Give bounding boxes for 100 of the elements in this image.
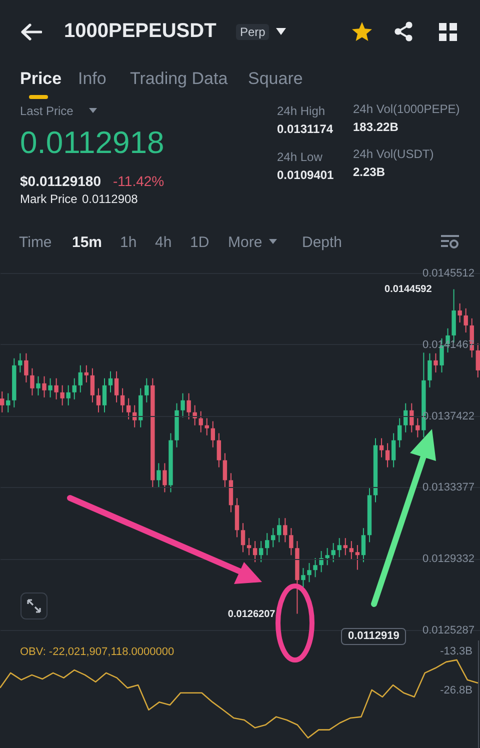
candlestick (416, 418, 420, 438)
text: 24h High (277, 104, 326, 118)
candlestick (108, 370, 113, 393)
annotation: 0.0112919 (341, 628, 406, 645)
y-tick-label: 0.0141467 (422, 338, 474, 351)
text: 4h (155, 234, 172, 251)
candlestick (434, 352, 438, 373)
candlestick (301, 568, 306, 588)
text: Trading Data (130, 69, 228, 88)
y-tick-label: 0.0129332 (422, 553, 474, 566)
y-tick-label: -26.8B (440, 684, 472, 696)
candlestick (258, 540, 264, 563)
text: 1h (120, 234, 137, 251)
text: 2.23B (353, 165, 386, 179)
candlestick (210, 420, 216, 448)
text: 1D (190, 234, 210, 251)
candlestick (361, 528, 366, 563)
text: Time (19, 234, 52, 251)
candlestick (114, 370, 119, 403)
candlestick (78, 364, 83, 393)
annotation: OBV: -22,021,907,118.0000000 (20, 646, 174, 658)
candlestick (66, 384, 70, 406)
y-tick-label: -13.3B (440, 645, 472, 658)
candlestick (162, 462, 167, 493)
text: 0.0112908 (82, 192, 138, 206)
candlestick (120, 388, 125, 413)
candlestick (379, 438, 384, 458)
text: 0.0112918 (20, 125, 164, 160)
text: 0.0131174 (277, 122, 334, 136)
text: -11.42% (113, 173, 164, 189)
text: Depth (302, 234, 342, 251)
annotation: 0.0126207 (228, 608, 276, 620)
text: Mark Price (20, 192, 78, 206)
candlestick (6, 392, 10, 413)
candlestick (319, 550, 324, 573)
candlestick (60, 384, 64, 406)
candlestick (349, 540, 354, 560)
y-tick-label: 0.0133377 (422, 482, 474, 494)
candlestick (391, 432, 396, 468)
candlestick (156, 462, 161, 488)
y-tick-label: 0.0125287 (422, 624, 474, 636)
candlestick (331, 542, 336, 563)
candlestick (397, 418, 402, 448)
y-tick-label: 0.0145512 (422, 268, 474, 280)
candlestick (186, 392, 191, 420)
text: Info (78, 69, 106, 88)
candlestick (96, 388, 101, 413)
text: 183.22B (353, 120, 398, 134)
text: More (228, 234, 262, 251)
text: Price (20, 69, 62, 88)
candlestick (458, 302, 462, 324)
candlestick (0, 390, 4, 413)
line-series (0, 659, 479, 739)
candlestick (264, 532, 270, 556)
candlestick (313, 558, 318, 578)
text: Square (248, 69, 303, 88)
text: 24h Vol(USDT) (353, 147, 434, 161)
candlestick (343, 538, 348, 556)
annotation: 0.0144592 (384, 284, 432, 296)
candlestick (102, 378, 107, 413)
candlestick (216, 432, 222, 468)
candlestick (252, 540, 258, 563)
candlestick (464, 308, 468, 334)
candlestick (90, 368, 95, 403)
text: 24h Low (277, 150, 322, 164)
candlestick (222, 452, 228, 488)
candlestick (24, 352, 28, 383)
text: 24h Vol(1000PEPE) (353, 102, 460, 116)
candlestick (72, 378, 76, 400)
candlestick (410, 402, 414, 433)
candlestick (428, 352, 432, 388)
candlestick (283, 518, 288, 543)
candlestick (337, 538, 342, 558)
candlestick (204, 418, 209, 436)
candlestick (476, 342, 480, 378)
candlestick (240, 522, 246, 553)
candlestick (144, 378, 149, 403)
candlestick (325, 548, 330, 566)
text: $0.01129180 (20, 173, 101, 189)
text: Last Price (20, 104, 74, 118)
candlestick (307, 562, 312, 583)
candlestick (30, 368, 34, 396)
candlestick (18, 352, 22, 373)
candlestick (126, 398, 131, 420)
candlestick (84, 364, 89, 383)
text: Perp (236, 24, 270, 40)
candlestick (289, 528, 294, 556)
candlestick (355, 544, 360, 570)
candlestick (180, 392, 185, 418)
candlestick (385, 442, 390, 468)
candlestick (277, 518, 282, 543)
candlestick (54, 378, 58, 400)
candlestick (48, 378, 52, 398)
y-tick-label: 0.0137422 (422, 410, 474, 422)
candlestick (36, 376, 40, 396)
text: 1000PEPEUSDT (64, 20, 216, 42)
candlestick (271, 528, 276, 548)
candlestick (246, 538, 252, 556)
candlestick (42, 376, 46, 398)
text: 15m (72, 234, 102, 251)
